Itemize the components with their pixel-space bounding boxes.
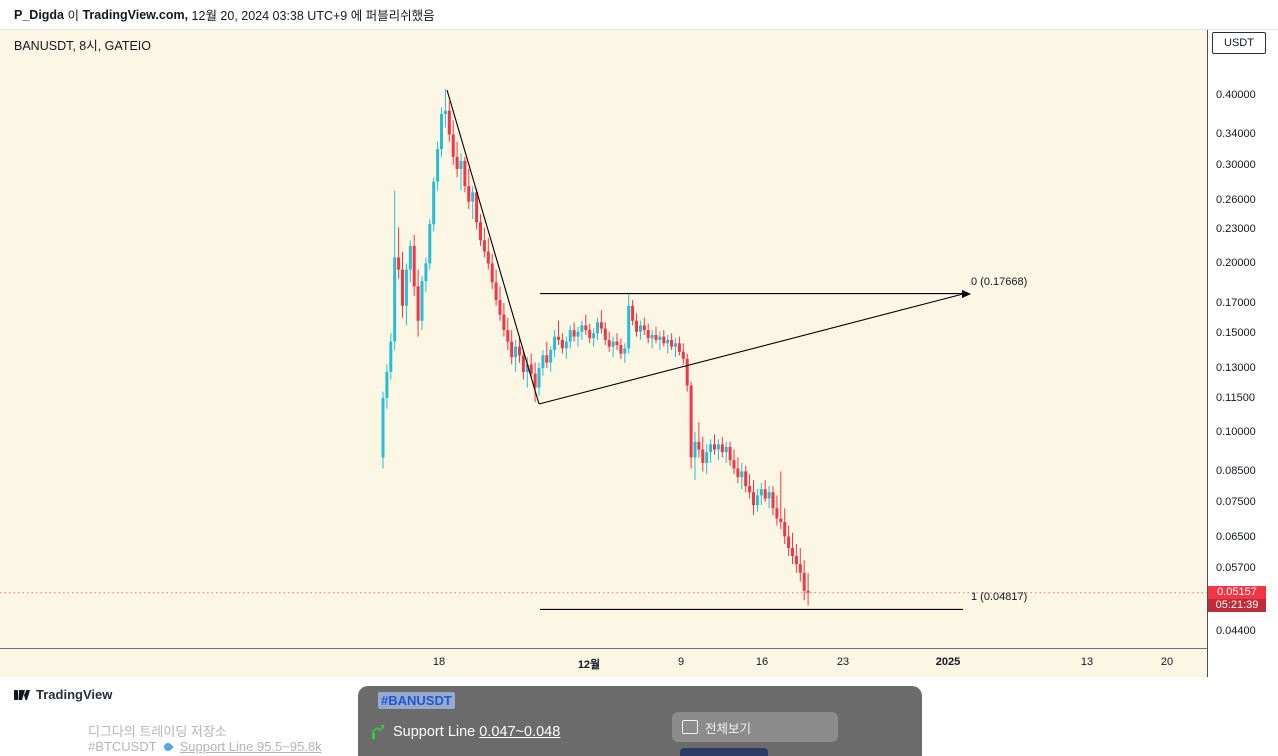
price-tick-label: 0.04400 (1216, 625, 1256, 638)
price-tick-label: 0.40000 (1216, 89, 1256, 101)
price-tick-label: 0.26000 (1216, 193, 1256, 206)
fib-level-label: 0 (0.17668) (971, 275, 1028, 288)
droplet-icon (162, 741, 174, 753)
price-axis[interactable] (1207, 30, 1278, 677)
tradingview-logo-text: TradingView (36, 686, 113, 702)
time-tick-label: 18 (432, 656, 446, 668)
price-tick-label: 0.13000 (1216, 362, 1256, 375)
support-line-row: Support Line 0.047~0.048 (370, 724, 560, 740)
support-line-text: Support Line 0.047~0.048 (393, 724, 560, 740)
image-icon (682, 720, 698, 734)
message-toast: #BANUSDT Support Line 0.047~0.048 전체보기 (358, 686, 922, 756)
price-tick-label: 0.07500 (1216, 495, 1256, 508)
symbol-legend: BANUSDT, 8시, GATEIO (14, 39, 151, 53)
time-tick-label: 16 (755, 656, 769, 668)
publish-site-link[interactable]: TradingView.com, (82, 7, 189, 22)
support-range-link[interactable]: 0.047~0.048 (479, 724, 561, 740)
time-axis[interactable]: 18 12월 9 16 23 2025 13 20 (0, 649, 1207, 677)
price-tick-label: 0.30000 (1216, 158, 1256, 171)
current-price-badge: 0.05157 05:21:39 (1208, 585, 1266, 612)
fib-level-label: 1 (0.04817) (971, 591, 1028, 604)
price-tick-label: 0.20000 (1216, 257, 1256, 270)
partial-element (680, 748, 768, 756)
time-tick-label: 12월 (577, 659, 601, 671)
view-all-button[interactable]: 전체보기 (672, 712, 838, 742)
time-tick-label: 13 (1080, 656, 1094, 668)
time-tick-label: 9 (677, 656, 685, 668)
btcusdt-support-link[interactable]: Support Line 95.5~95.8k (179, 739, 322, 754)
publish-connector: 이 (64, 9, 83, 23)
price-tick-label: 0.23000 (1216, 223, 1256, 236)
banusdt-hashtag-link[interactable]: #BANUSDT (378, 692, 455, 709)
time-axis-separator (0, 648, 1207, 649)
current-price-value: 0.05157 (1208, 585, 1266, 599)
background-previous-post: #BTCUSDT Support Line 95.5~95.8k (88, 739, 322, 754)
currency-toggle-button[interactable]: USDT (1212, 32, 1266, 54)
publish-bar: P_Digda 이 TradingView.com, 12월 20, 2024 … (0, 0, 1278, 30)
time-tick-label: 23 (836, 656, 850, 668)
bar-countdown: 05:21:39 (1208, 598, 1266, 612)
time-tick-label: 20 (1160, 656, 1174, 668)
price-tick-label: 0.08500 (1216, 465, 1256, 478)
support-prefix: Support Line (393, 724, 480, 740)
publish-author-link[interactable]: P_Digda (14, 7, 65, 22)
time-tick-label: 2025 (935, 656, 961, 668)
chart-canvas[interactable] (0, 30, 1207, 677)
price-tick-label: 0.17000 (1216, 296, 1256, 309)
btcusdt-tag: #BTCUSDT (88, 739, 157, 754)
price-tick-label: 0.05700 (1216, 562, 1256, 575)
tradingview-logo[interactable]: TradingView (13, 685, 112, 703)
price-tick-label: 0.15000 (1216, 327, 1256, 340)
chart-up-icon (371, 724, 385, 740)
price-tick-label: 0.34000 (1216, 128, 1256, 141)
background-channel-title: 디그다의 트레이딩 저장소 (88, 724, 227, 739)
view-all-label: 전체보기 (705, 721, 752, 736)
publish-suffix: 12월 20, 2024 03:38 UTC+9 에 퍼블리쉬했음 (188, 9, 435, 23)
tradingview-logo-icon (14, 690, 30, 700)
price-tick-label: 0.06500 (1216, 530, 1256, 543)
price-tick-label: 0.11500 (1216, 391, 1255, 404)
price-tick-label: 0.10000 (1216, 425, 1256, 438)
